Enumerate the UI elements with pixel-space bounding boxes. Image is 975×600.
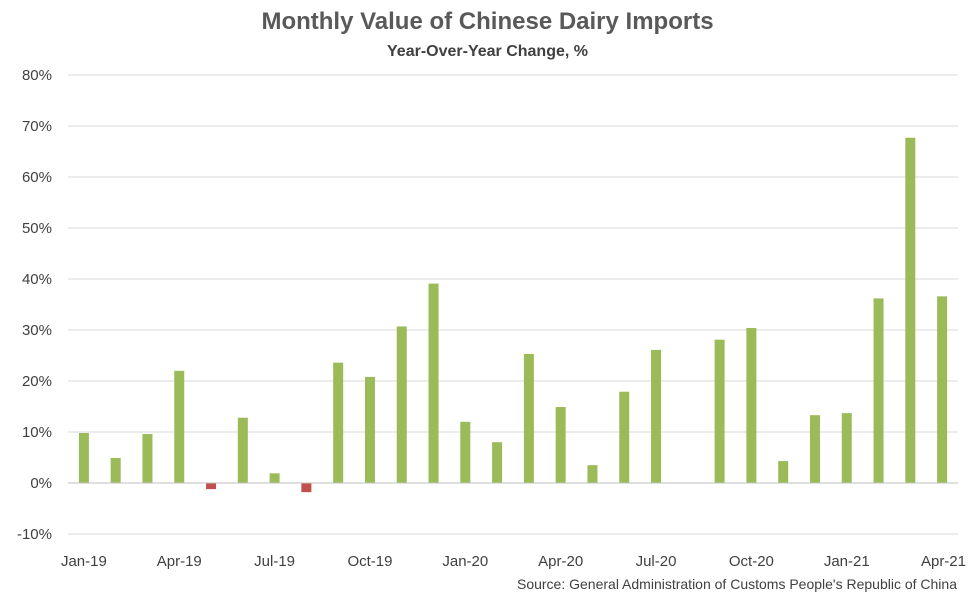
bar-mar-21 (905, 137, 916, 484)
chart-subtitle: Year-Over-Year Change, % (387, 43, 588, 60)
bar-sep-20 (714, 339, 725, 483)
bar-mar-20 (523, 353, 534, 483)
x-axis-tick-labels: Jan-19 Apr-19 Jul-19 Oct-19 Jan-20 Apr-20 Jul-… (61, 553, 966, 570)
bar-jul-19 (269, 473, 280, 483)
bar-apr-20 (555, 407, 566, 483)
bar-jan-21 (841, 413, 852, 483)
chart-title: Monthly Value of Chinese Dairy Imports (261, 8, 714, 35)
x-tick-label: Oct-19 (347, 553, 392, 570)
x-tick-label: Jul-20 (636, 553, 677, 570)
bar-nov-19 (396, 326, 407, 483)
x-tick-label: Apr-19 (157, 553, 202, 570)
bar-jan-19 (78, 433, 89, 483)
bar-apr-21 (937, 296, 948, 483)
bar-feb-20 (492, 442, 503, 483)
bars (78, 137, 948, 493)
x-tick-label: Jan-21 (824, 553, 870, 570)
bar-jul-20 (651, 349, 662, 483)
source-note: Source: General Administration of Custom… (516, 576, 957, 592)
y-tick-label: 30% (22, 322, 52, 339)
x-tick-label: Jan-19 (61, 553, 107, 570)
y-tick-label: 0% (30, 475, 52, 492)
bar-jun-19 (237, 417, 248, 483)
bar-feb-21 (873, 298, 884, 483)
bar-oct-19 (364, 376, 375, 483)
x-tick-label: Jan-20 (442, 553, 488, 570)
bar-apr-19 (174, 370, 185, 483)
x-tick-label: Apr-20 (538, 553, 583, 570)
y-tick-label: 50% (22, 220, 52, 237)
x-tick-label: Apr-21 (921, 553, 966, 570)
y-tick-label: 40% (22, 271, 52, 288)
bar-jun-20 (619, 391, 630, 483)
bar-may-20 (587, 465, 598, 483)
y-tick-label: 10% (22, 424, 52, 441)
bar-sep-19 (333, 362, 344, 483)
bar-dec-20 (809, 415, 820, 483)
x-tick-label: Oct-20 (729, 553, 774, 570)
bar-jan-20 (460, 421, 471, 483)
y-tick-label: 70% (22, 118, 52, 135)
y-tick-label: -10% (17, 526, 52, 543)
bar-nov-20 (778, 461, 789, 483)
bar-dec-19 (428, 283, 439, 483)
y-tick-label: 60% (22, 169, 52, 186)
bar-aug-19 (301, 483, 312, 493)
bar-may-19 (206, 483, 217, 490)
bar-feb-19 (110, 458, 121, 483)
y-tick-label: 80% (22, 67, 52, 84)
bar-oct-20 (746, 327, 757, 483)
gridlines (68, 74, 958, 535)
y-tick-label: 20% (22, 373, 52, 390)
bar-mar-19 (142, 434, 153, 483)
y-axis-tick-labels: -10% 0% 10% 20% 30% 40% 50% 60% 70% 80% (17, 67, 52, 543)
x-tick-label: Jul-19 (254, 553, 295, 570)
